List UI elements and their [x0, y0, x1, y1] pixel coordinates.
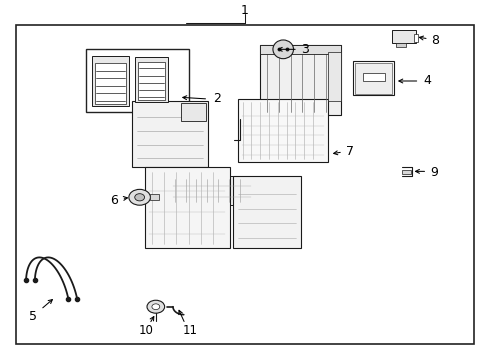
Text: 5: 5 [29, 310, 37, 323]
Bar [169, 176, 255, 205]
Bar [132, 101, 208, 167]
Bar [392, 30, 416, 43]
Bar [181, 103, 206, 121]
Ellipse shape [273, 40, 294, 59]
Bar [135, 57, 168, 102]
Bar [353, 61, 394, 95]
Text: 7: 7 [346, 145, 354, 158]
Bar [355, 63, 392, 94]
Bar [363, 73, 385, 81]
Text: 4: 4 [423, 75, 431, 87]
Circle shape [152, 304, 160, 310]
Bar [138, 62, 165, 100]
Bar [414, 34, 418, 42]
Bar [402, 170, 411, 174]
Circle shape [147, 300, 165, 313]
Bar [92, 56, 129, 106]
Circle shape [135, 194, 145, 201]
Bar [145, 167, 230, 248]
Bar [95, 63, 126, 104]
Bar [238, 99, 328, 162]
Circle shape [129, 189, 150, 205]
Bar [260, 45, 341, 54]
Bar [16, 25, 474, 344]
Text: 9: 9 [430, 166, 438, 179]
Text: 3: 3 [301, 43, 309, 56]
Text: 2: 2 [213, 93, 221, 105]
Text: 10: 10 [139, 324, 153, 337]
Text: 8: 8 [431, 34, 439, 47]
Bar [233, 176, 301, 248]
Bar [328, 52, 341, 101]
Text: 6: 6 [110, 194, 118, 207]
Bar [396, 43, 406, 47]
Bar [260, 45, 341, 115]
Text: 1: 1 [241, 4, 249, 17]
Bar [150, 194, 159, 200]
Bar [86, 49, 189, 112]
Text: 11: 11 [183, 324, 197, 337]
